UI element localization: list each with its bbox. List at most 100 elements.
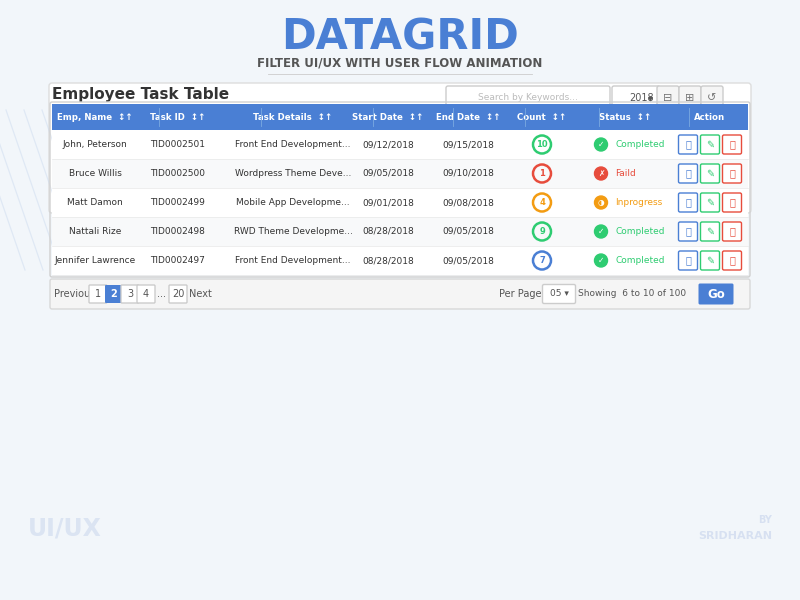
Text: TID0002499: TID0002499 xyxy=(150,198,206,207)
FancyBboxPatch shape xyxy=(105,285,123,303)
FancyBboxPatch shape xyxy=(52,217,748,246)
Text: ✓: ✓ xyxy=(598,227,604,236)
Text: ⦿: ⦿ xyxy=(685,197,691,208)
Text: TID0002497: TID0002497 xyxy=(150,256,206,265)
FancyBboxPatch shape xyxy=(722,251,742,270)
Text: Start Date  ↕↑: Start Date ↕↑ xyxy=(352,113,424,121)
Text: John, Peterson: John, Peterson xyxy=(62,140,127,149)
Text: 05 ▾: 05 ▾ xyxy=(550,289,569,298)
Text: Task Details  ↕↑: Task Details ↕↑ xyxy=(254,113,333,121)
Text: 7: 7 xyxy=(539,256,545,265)
Text: Previous: Previous xyxy=(54,289,96,299)
Text: Emp, Name  ↕↑: Emp, Name ↕↑ xyxy=(57,113,133,121)
Text: SRIDHARAN: SRIDHARAN xyxy=(698,531,772,541)
Text: ▾: ▾ xyxy=(647,93,653,103)
FancyBboxPatch shape xyxy=(542,284,575,304)
FancyBboxPatch shape xyxy=(701,251,719,270)
FancyBboxPatch shape xyxy=(121,285,139,303)
Text: ⊞: ⊞ xyxy=(686,93,694,103)
FancyBboxPatch shape xyxy=(446,86,610,110)
Text: Search by Keywords...: Search by Keywords... xyxy=(478,94,578,103)
Text: ✎: ✎ xyxy=(706,197,714,208)
FancyBboxPatch shape xyxy=(701,135,719,154)
Circle shape xyxy=(594,196,607,209)
Text: Matt Damon: Matt Damon xyxy=(67,198,123,207)
Text: 3: 3 xyxy=(127,289,133,299)
FancyBboxPatch shape xyxy=(678,135,698,154)
FancyBboxPatch shape xyxy=(722,222,742,241)
Text: 1: 1 xyxy=(95,289,101,299)
Text: ✓: ✓ xyxy=(598,256,604,265)
Text: ↺: ↺ xyxy=(707,93,717,103)
Text: ✎: ✎ xyxy=(706,169,714,179)
Text: RWD Theme Developme...: RWD Theme Developme... xyxy=(234,227,353,236)
FancyBboxPatch shape xyxy=(89,285,107,303)
Text: 09/05/2018: 09/05/2018 xyxy=(362,169,414,178)
Text: 08/28/2018: 08/28/2018 xyxy=(362,227,414,236)
FancyBboxPatch shape xyxy=(701,193,719,212)
FancyBboxPatch shape xyxy=(52,159,748,188)
Text: Completed: Completed xyxy=(615,227,665,236)
Text: 09/05/2018: 09/05/2018 xyxy=(442,256,494,265)
Text: ⧄: ⧄ xyxy=(729,197,735,208)
Text: TID0002500: TID0002500 xyxy=(150,169,206,178)
FancyBboxPatch shape xyxy=(49,83,751,213)
FancyBboxPatch shape xyxy=(701,222,719,241)
Text: Bruce Willis: Bruce Willis xyxy=(69,169,122,178)
FancyBboxPatch shape xyxy=(137,285,155,303)
Text: 1: 1 xyxy=(539,169,545,178)
FancyBboxPatch shape xyxy=(169,285,187,303)
Text: 2018: 2018 xyxy=(629,93,654,103)
Text: DATAGRID: DATAGRID xyxy=(281,17,519,59)
Text: Nattali Rize: Nattali Rize xyxy=(69,227,121,236)
FancyBboxPatch shape xyxy=(612,86,660,110)
Text: 09/01/2018: 09/01/2018 xyxy=(362,198,414,207)
Text: Per Page: Per Page xyxy=(498,289,542,299)
FancyBboxPatch shape xyxy=(52,130,748,159)
Text: ⧄: ⧄ xyxy=(729,169,735,179)
Text: TID0002501: TID0002501 xyxy=(150,140,206,149)
Text: ⦿: ⦿ xyxy=(685,256,691,265)
FancyBboxPatch shape xyxy=(657,86,679,110)
Text: ◑: ◑ xyxy=(598,198,604,207)
Text: 4: 4 xyxy=(539,198,545,207)
Text: Front End Development...: Front End Development... xyxy=(235,256,350,265)
Text: 09/10/2018: 09/10/2018 xyxy=(442,169,494,178)
Circle shape xyxy=(594,138,607,151)
Text: Action: Action xyxy=(694,113,726,121)
Text: End Date  ↕↑: End Date ↕↑ xyxy=(436,113,500,121)
Text: Jennifer Lawrence: Jennifer Lawrence xyxy=(54,256,136,265)
Text: 2: 2 xyxy=(110,289,118,299)
Text: Completed: Completed xyxy=(615,140,665,149)
Text: ✓: ✓ xyxy=(598,140,604,149)
Text: ⦿: ⦿ xyxy=(685,169,691,179)
Text: ✎: ✎ xyxy=(706,256,714,265)
Text: ⊟: ⊟ xyxy=(663,93,673,103)
Text: 20: 20 xyxy=(172,289,184,299)
Text: Go: Go xyxy=(707,287,725,301)
Text: FILTER UI/UX WITH USER FLOW ANIMATION: FILTER UI/UX WITH USER FLOW ANIMATION xyxy=(258,56,542,70)
FancyBboxPatch shape xyxy=(701,86,723,110)
Text: ⧄: ⧄ xyxy=(729,226,735,236)
FancyBboxPatch shape xyxy=(722,164,742,183)
Text: 9: 9 xyxy=(539,227,545,236)
Text: ...: ... xyxy=(158,289,166,299)
Text: Faild: Faild xyxy=(615,169,636,178)
Circle shape xyxy=(594,225,607,238)
FancyBboxPatch shape xyxy=(678,251,698,270)
Text: 09/05/2018: 09/05/2018 xyxy=(442,227,494,236)
Text: 4: 4 xyxy=(143,289,149,299)
Text: ✎: ✎ xyxy=(706,139,714,149)
FancyBboxPatch shape xyxy=(679,86,701,110)
Text: 08/28/2018: 08/28/2018 xyxy=(362,256,414,265)
Text: ⦿: ⦿ xyxy=(685,139,691,149)
Text: Task ID  ↕↑: Task ID ↕↑ xyxy=(150,113,206,121)
Text: Completed: Completed xyxy=(615,256,665,265)
Text: Status  ↕↑: Status ↕↑ xyxy=(599,113,651,121)
Circle shape xyxy=(594,254,607,267)
FancyBboxPatch shape xyxy=(678,193,698,212)
FancyBboxPatch shape xyxy=(50,279,750,309)
Text: TID0002498: TID0002498 xyxy=(150,227,206,236)
FancyBboxPatch shape xyxy=(698,283,734,304)
FancyBboxPatch shape xyxy=(722,135,742,154)
